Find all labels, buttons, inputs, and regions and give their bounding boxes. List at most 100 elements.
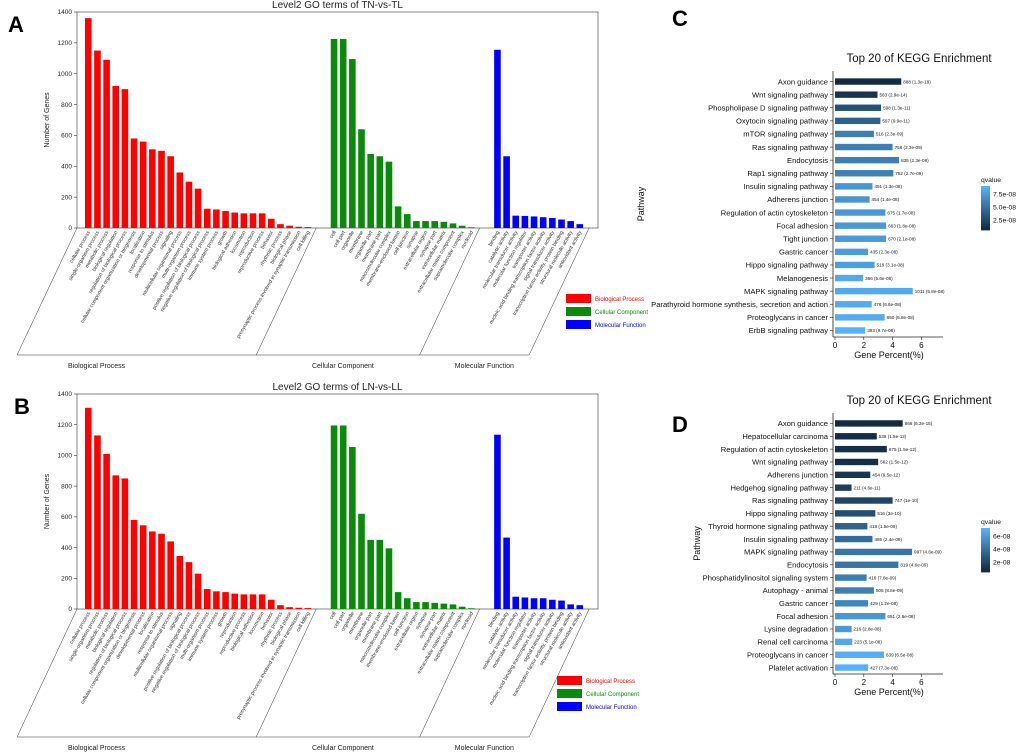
bar-cc — [440, 221, 448, 228]
bar-value-label: 538 (1.5e-12) — [879, 434, 907, 439]
bar-value-label: 216 (2.8e-08) — [854, 627, 882, 632]
pathway-label: Lysine degradation — [764, 625, 828, 634]
bar-value-label: 454 (1.4e-08) — [872, 197, 900, 202]
colorbar-tick-label: 5.0e-08 — [993, 204, 1016, 211]
bar-cc — [394, 206, 402, 228]
colorbar-tick-label: 4e-08 — [993, 546, 1011, 553]
pathway-label: Insulin signaling pathway — [744, 182, 829, 191]
bar-cc — [440, 603, 448, 609]
legend-label: Molecular Function — [595, 323, 646, 329]
panel-label-d: D — [672, 412, 688, 437]
pathway-label: Melanogenesis — [777, 274, 828, 283]
colorbar-segment — [981, 568, 990, 571]
group-bracket-line — [16, 608, 78, 738]
group-label: Molecular Function — [455, 363, 514, 370]
pathway-bar — [835, 301, 872, 308]
pathway-bar — [835, 638, 853, 646]
pathway-bar — [835, 209, 886, 216]
bar-cc — [431, 221, 438, 228]
bar-mf — [530, 598, 538, 609]
bar-value-label: 756 (2.3e-09) — [895, 145, 923, 150]
bar-mf — [576, 224, 584, 228]
x-tick-label: 4 — [890, 341, 895, 350]
panel-label-c: C — [672, 6, 688, 31]
bar-cc — [394, 592, 402, 609]
y-tick-label: 400 — [61, 163, 72, 170]
bar-value-label: 639 (6.5e-08) — [886, 652, 914, 657]
pathway-bar — [835, 222, 887, 229]
colorbar-segment — [981, 218, 990, 221]
bar-value-label: 598 (1.3e-11) — [883, 105, 911, 110]
pathway-label: Gastric cancer — [779, 599, 828, 608]
bar-mf — [558, 600, 565, 609]
bar-cc — [330, 39, 338, 228]
pathway-label: Endocytosis — [787, 156, 828, 165]
group-label: Cellular Component — [312, 745, 374, 752]
colorbar-segment — [981, 552, 990, 555]
bar-bp — [194, 573, 202, 609]
y-axis-label: Pathway — [636, 186, 646, 221]
pathway-label: Parathyroid hormone synthesis, secretion… — [651, 300, 828, 309]
legend-swatch — [566, 307, 591, 316]
pathway-label: Endocytosis — [787, 560, 828, 569]
bar-bp — [268, 599, 275, 609]
legend-swatch — [566, 294, 591, 303]
colorbar-segment — [981, 536, 990, 539]
colorbar-segment — [981, 566, 990, 569]
panel-label-a: A — [8, 12, 24, 37]
bar-value-label: 675 (1.7e-08) — [887, 210, 915, 215]
colorbar-segment — [981, 212, 990, 215]
pathway-bar — [835, 548, 913, 556]
pathway-label: Phosphatidylinositol signaling system — [703, 573, 828, 582]
bar-bp — [185, 181, 193, 228]
pathway-bar — [835, 143, 893, 151]
colorbar-segment — [981, 538, 990, 541]
colorbar-tick-label: 2e-08 — [993, 559, 1011, 566]
bar-mf — [567, 604, 574, 609]
bar-bp — [203, 208, 211, 228]
colorbar-segment — [981, 540, 990, 543]
legend-swatch — [557, 689, 582, 698]
bar-bp — [268, 218, 275, 228]
pathway-label: Oxytocin signaling pathway — [736, 117, 828, 126]
bar-value-label: 675 (1.5e-12) — [889, 447, 917, 452]
bar-cc — [431, 602, 438, 609]
bar-bp — [304, 608, 312, 609]
y-tick-label: 1400 — [58, 9, 73, 16]
go-bar-chart-ln-vs-ll: Level2 GO terms of LN-vs-LL Number of Gen… — [16, 382, 639, 752]
bar-value-label: 670 (2.1e-08) — [888, 236, 916, 241]
bar-mf — [549, 217, 556, 228]
bar-bp — [295, 226, 303, 228]
colorbar-segment — [981, 190, 990, 193]
pathway-bar — [835, 261, 875, 269]
bar-bp — [121, 89, 129, 229]
y-tick-label: 600 — [61, 514, 72, 521]
bar-bp — [112, 86, 120, 228]
pathway-bar — [835, 78, 902, 85]
bar-bp — [240, 213, 248, 228]
bar-bp — [149, 149, 156, 228]
bar-bp — [213, 591, 220, 609]
bar-bp — [295, 607, 303, 609]
group-label: Molecular Function — [455, 745, 514, 752]
colorbar-segment — [981, 186, 990, 189]
pathway-label: Ras signaling pathway — [752, 496, 828, 505]
plot-frame — [76, 393, 599, 610]
pathway-label: Autophagy - animal — [763, 586, 829, 595]
bar-cc — [403, 598, 411, 609]
pathway-label: MAPK signaling pathway — [744, 548, 828, 557]
pathway-label: ErbB signaling pathway — [749, 326, 829, 335]
colorbar-segment — [981, 570, 990, 573]
colorbar-segment — [981, 210, 990, 213]
bar-cc — [468, 227, 475, 228]
legend-label: Cellular Component — [595, 310, 648, 316]
pathway-bar — [835, 574, 867, 581]
bar-cc — [339, 39, 347, 228]
pathway-label: Tight junction — [783, 234, 828, 243]
bar-mf — [503, 537, 510, 609]
go-bar-chart-tn-vs-tl: Level2 GO terms of TN-vs-TL Number of Gen… — [16, 0, 648, 370]
bar-cc — [376, 539, 384, 609]
bar-value-label: 435 (2.3e-08) — [870, 250, 898, 255]
y-tick-label: 800 — [61, 102, 72, 109]
